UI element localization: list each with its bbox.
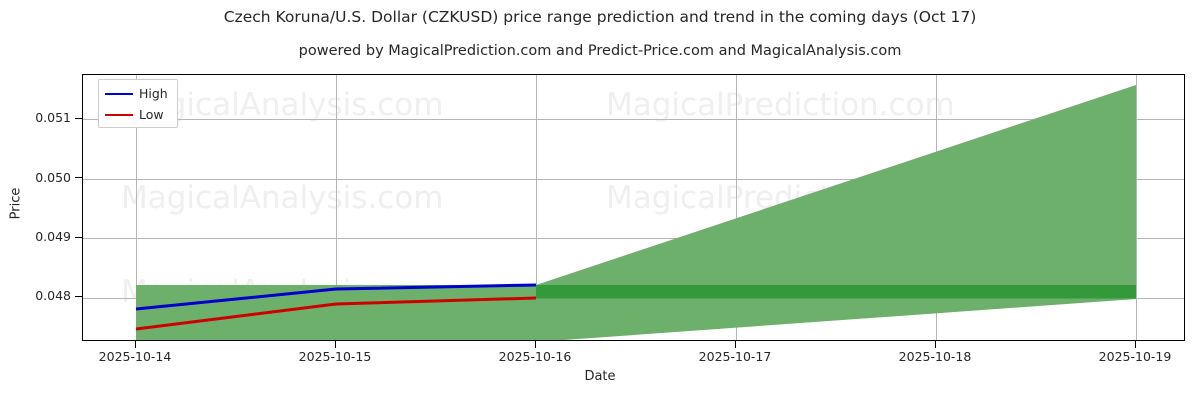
x-tick-label-2: 2025-10-16 bbox=[498, 349, 572, 364]
forecast-cone-band bbox=[536, 85, 1136, 340]
gridline-x-2025-10-15 bbox=[336, 75, 337, 340]
y-axis-label: Price bbox=[8, 187, 24, 220]
gridline-x-2025-10-19 bbox=[1136, 75, 1137, 340]
gridline-y-0.049 bbox=[83, 238, 1184, 239]
chart-legend[interactable]: High Low bbox=[98, 79, 178, 128]
legend-label-low: Low bbox=[139, 107, 164, 122]
legend-item-low[interactable]: Low bbox=[99, 105, 177, 125]
forecast-trend-band bbox=[536, 285, 1136, 299]
x-tick-mark-0 bbox=[135, 341, 136, 348]
gridline-x-2025-10-14 bbox=[136, 75, 137, 340]
chart-data-layer bbox=[135, 85, 1136, 340]
series-line-low bbox=[135, 296, 537, 331]
y-tick-label-0: 0.048 bbox=[35, 288, 71, 303]
gridline-y-0.050 bbox=[83, 178, 1184, 180]
gridline-x-2025-10-16 bbox=[536, 75, 537, 340]
gridline-x-2025-10-17 bbox=[736, 75, 737, 340]
x-tick-label-4: 2025-10-18 bbox=[898, 349, 972, 364]
y-tick-label-1: 0.049 bbox=[35, 229, 71, 244]
x-tick-mark-3 bbox=[735, 341, 736, 348]
x-tick-label-3: 2025-10-17 bbox=[698, 349, 772, 364]
plot-area: MagicalAnalysis.com MagicalPrediction.co… bbox=[82, 74, 1185, 341]
historical-range-band bbox=[136, 285, 536, 340]
y-tick-mark-0 bbox=[75, 296, 82, 297]
x-axis-label: Date bbox=[584, 369, 616, 384]
x-tick-mark-1 bbox=[335, 341, 336, 348]
y-tick-mark-1 bbox=[75, 237, 82, 238]
y-tick-mark-2 bbox=[75, 177, 82, 178]
legend-item-high[interactable]: High bbox=[99, 84, 177, 104]
y-tick-mark-3 bbox=[75, 118, 82, 119]
series-line-high bbox=[135, 283, 537, 311]
legend-swatch-low-icon bbox=[105, 114, 133, 117]
chart-title: Czech Koruna/U.S. Dollar (CZKUSD) price … bbox=[223, 8, 977, 26]
chart-subtitle: powered by MagicalPrediction.com and Pre… bbox=[298, 43, 902, 59]
y-tick-label-3: 0.051 bbox=[35, 110, 71, 125]
y-tick-label-2: 0.050 bbox=[35, 170, 71, 185]
x-tick-mark-4 bbox=[935, 341, 936, 348]
x-tick-label-0: 2025-10-14 bbox=[98, 349, 172, 364]
x-tick-label-5: 2025-10-19 bbox=[1098, 349, 1172, 364]
x-tick-label-1: 2025-10-15 bbox=[298, 349, 372, 364]
x-tick-mark-5 bbox=[1135, 341, 1136, 348]
gridline-y-0.051 bbox=[83, 119, 1184, 120]
legend-swatch-high-icon bbox=[105, 93, 133, 96]
legend-label-high: High bbox=[139, 86, 168, 101]
x-tick-mark-2 bbox=[535, 341, 536, 348]
